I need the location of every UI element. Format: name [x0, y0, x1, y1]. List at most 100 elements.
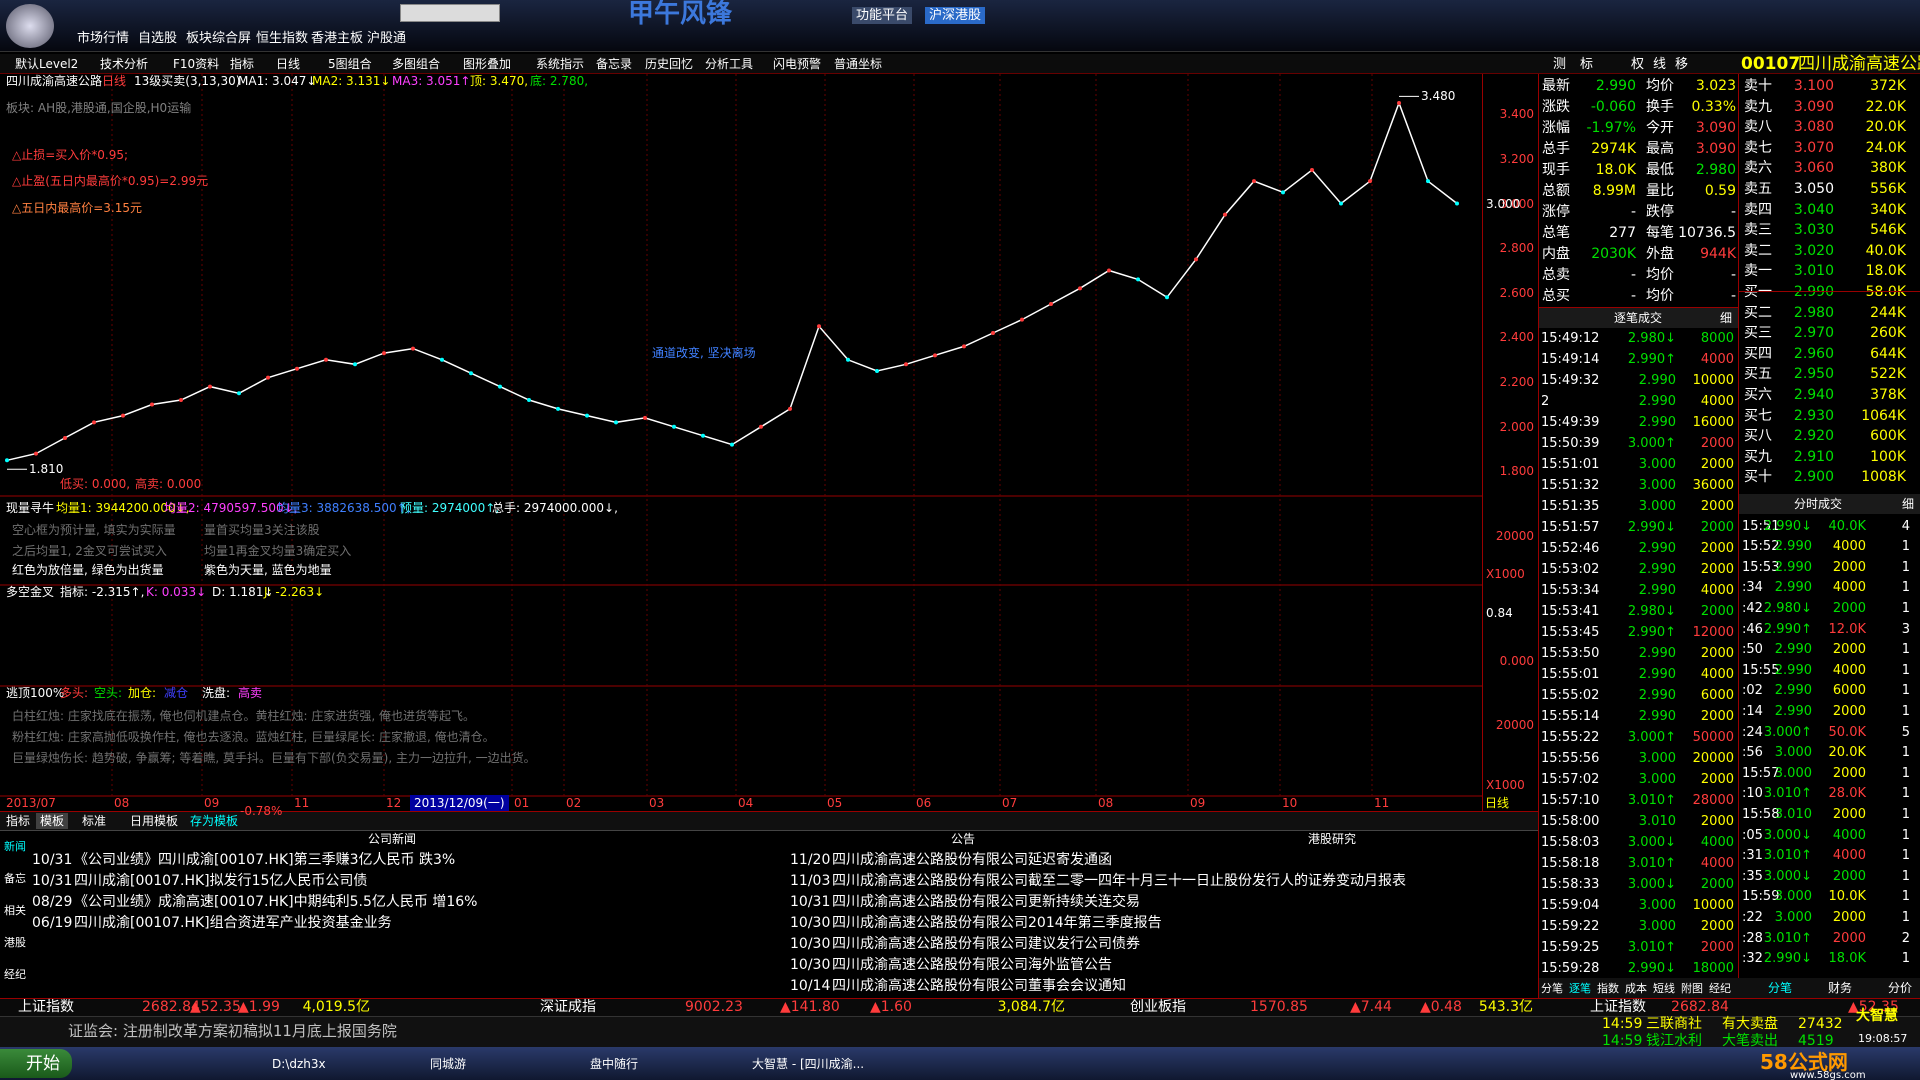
nav-button[interactable]: 功能平台 — [852, 6, 913, 24]
toolbar-button[interactable]: 5图组合 — [328, 57, 372, 71]
toolbar-button[interactable]: 多图组合 — [392, 57, 441, 71]
tab[interactable]: 经纪 — [1709, 981, 1731, 995]
taskbar-item[interactable]: D:\dzh3x — [272, 1057, 326, 1071]
tick-volume: 4000 — [1832, 848, 1866, 864]
news-link[interactable]: 四川成渝高速公路股份有限公司截至二零一四年十月三十一日止股份发行人的证券变动月报… — [832, 873, 1406, 889]
order-price: 2.990 — [1793, 284, 1834, 300]
quote-value: 8.99M — [1592, 183, 1636, 199]
tab[interactable]: 短线 — [1653, 981, 1675, 995]
news-link[interactable]: 四川成渝[00107.HK]组合资进军产业投资基金业务 — [74, 915, 392, 931]
side-tab[interactable]: 新闻 — [4, 839, 26, 853]
order-volume: 260K — [1870, 325, 1906, 342]
toolbar-button[interactable]: 日线 — [276, 57, 301, 71]
nav-button[interactable]: 沪深港股 — [925, 6, 986, 24]
detail-button[interactable]: 细 — [1719, 311, 1733, 325]
order-level: 卖四 — [1744, 201, 1772, 218]
order-volume: 24.0K — [1865, 139, 1906, 156]
toolbar-button[interactable]: 测 — [1553, 56, 1567, 72]
tick-price: 2.990 — [1638, 708, 1676, 724]
quote-value: 2.990 — [1595, 78, 1636, 94]
news-link[interactable]: 《公司业绩》四川成渝[00107.HK]第三季赚3亿人民币 跌3% — [74, 852, 456, 868]
tick-price: 2.990 — [1774, 539, 1812, 555]
tab[interactable]: 分笔 — [1768, 981, 1793, 995]
side-tab[interactable]: 港股 — [4, 935, 26, 949]
alert-text: 4519 — [1798, 1033, 1834, 1049]
search-box[interactable] — [400, 4, 500, 22]
toolbar-button[interactable]: 闪电预警 — [773, 57, 822, 71]
toolbar-button[interactable]: 历史回忆 — [645, 57, 694, 71]
taskbar-item[interactable]: 同城游 — [430, 1057, 467, 1071]
news-link[interactable]: 四川成渝高速公路股份有限公司2014年第三季度报告 — [832, 915, 1162, 931]
quote-value: 944K — [1700, 246, 1736, 262]
news-link[interactable]: 《公司业绩》成渝高速[00107.HK]中期纯利5.5亿人民币 增16% — [74, 894, 478, 910]
order-level: 卖九 — [1744, 98, 1772, 115]
menu-item[interactable]: 香港主板 — [311, 30, 364, 46]
price-point — [1426, 179, 1430, 184]
start-button[interactable] — [0, 1049, 72, 1078]
news-link[interactable]: 四川成渝高速公路股份有限公司董事会会议通知 — [832, 978, 1126, 994]
y-tick-label: 2.400 — [1499, 330, 1534, 345]
order-volume: 1064K — [1861, 407, 1906, 424]
tab[interactable]: 附图 — [1681, 981, 1703, 995]
toolbar-button[interactable]: 移 — [1675, 56, 1689, 72]
toolbar-button[interactable]: 标 — [1580, 56, 1594, 72]
price-point — [382, 351, 386, 356]
detail-button[interactable]: 细 — [1901, 497, 1915, 511]
menu-item[interactable]: 市场行情 — [77, 30, 130, 46]
toolbar-button[interactable]: 备忘录 — [596, 57, 633, 71]
tick-volume: 2000 — [1700, 708, 1734, 724]
taskbar-item[interactable]: 大智慧 - [四川成渝... — [752, 1057, 865, 1071]
side-tab[interactable]: 备忘 — [4, 871, 26, 885]
tick-time: 15:49:39 — [1541, 414, 1600, 430]
toolbar-button[interactable]: 系统指示 — [536, 57, 585, 71]
news-link[interactable]: 四川成渝高速公路股份有限公司更新持续关连交易 — [832, 894, 1140, 910]
section-title: 分时成交 — [1793, 497, 1843, 511]
tick-price: 2.990 — [1638, 540, 1676, 556]
menu-item[interactable]: 板块综合屏 — [186, 30, 252, 46]
price-point — [1049, 301, 1053, 306]
menu-item[interactable]: 沪股通 — [367, 30, 407, 46]
pane-note: 红色为放倍量, 绿色为出货量 — [12, 563, 164, 577]
tick-volume: 28000 — [1692, 792, 1734, 808]
tab[interactable]: 财务 — [1828, 981, 1853, 995]
toolbar-button[interactable]: 图形叠加 — [463, 57, 512, 71]
tab[interactable]: 成本 — [1625, 981, 1647, 995]
tab[interactable]: 模板 — [36, 813, 69, 829]
tick-price: 3.000 — [1638, 477, 1676, 493]
tick-price: 2.990↓ — [1627, 519, 1676, 535]
tick-time: 15:59 — [1742, 889, 1780, 905]
news-link[interactable]: 四川成渝高速公路股份有限公司延迟寄发通函 — [832, 852, 1112, 868]
toolbar-button[interactable]: 技术分析 — [100, 57, 149, 71]
alert-text: 14:59 — [1602, 1016, 1643, 1032]
quote-label: 换手 — [1646, 99, 1674, 115]
menu-item[interactable]: 自选股 — [138, 30, 178, 46]
news-link[interactable]: 四川成渝[00107.HK]拟发行15亿人民币公司债 — [74, 873, 368, 889]
toolbar-button[interactable]: 指标 — [230, 57, 255, 71]
quote-value: 3.090 — [1695, 141, 1736, 157]
toolbar-button[interactable]: F10资料 — [173, 57, 220, 71]
tab[interactable]: 分价 — [1888, 981, 1913, 995]
tab[interactable]: 指标 — [6, 814, 31, 828]
tick-volume: 2000 — [1700, 561, 1734, 577]
toolbar-button[interactable]: 分析工具 — [705, 57, 754, 71]
price-point — [411, 346, 415, 351]
tab[interactable]: 日用模板 — [130, 814, 179, 828]
stock-name: 四川成渝高速公路 — [6, 74, 103, 88]
tab[interactable]: 分笔 — [1541, 981, 1563, 995]
start-label[interactable]: 开始 — [26, 1053, 60, 1074]
toolbar-button[interactable]: 默认Level2 — [15, 57, 79, 71]
tab[interactable]: 存为模板 — [190, 814, 239, 828]
news-link[interactable]: 四川成渝高速公路股份有限公司建议发行公司债券 — [832, 936, 1140, 952]
menu-item[interactable]: 恒生指数 — [256, 30, 309, 46]
tab[interactable]: 标准 — [82, 814, 107, 828]
toolbar-button[interactable]: 权 — [1631, 56, 1645, 72]
toolbar-button[interactable]: 线 — [1653, 56, 1667, 72]
news-link[interactable]: 四川成渝高速公路股份有限公司海外监管公告 — [832, 957, 1112, 973]
side-tab[interactable]: 经纪 — [4, 967, 26, 981]
toolbar-button[interactable]: 普通坐标 — [834, 57, 883, 71]
tab[interactable]: 指数 — [1597, 981, 1619, 995]
side-tab[interactable]: 相关 — [4, 903, 26, 917]
taskbar-item[interactable]: 盘中随行 — [590, 1057, 639, 1071]
tab[interactable]: 逐笔 — [1569, 981, 1591, 995]
indicator-stat: K: 0.033↓ — [146, 585, 207, 599]
